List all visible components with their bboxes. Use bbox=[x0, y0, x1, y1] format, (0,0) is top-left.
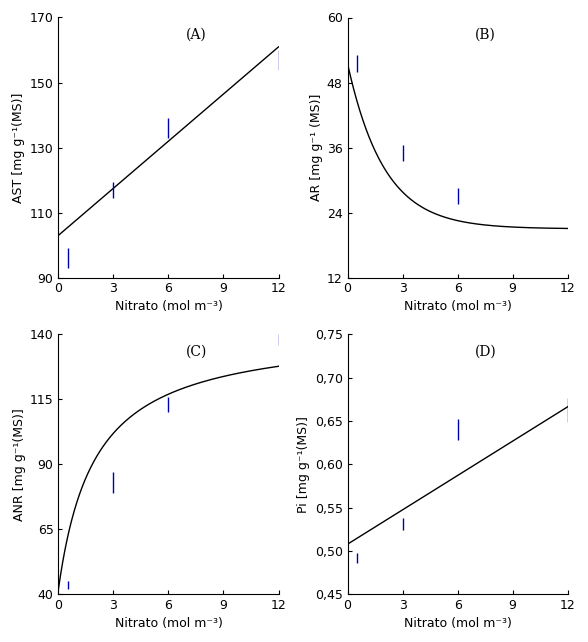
Y-axis label: ANR [mg g⁻¹(MS)]: ANR [mg g⁻¹(MS)] bbox=[12, 408, 26, 521]
Y-axis label: AR [mg g⁻¹ (MS)]: AR [mg g⁻¹ (MS)] bbox=[310, 94, 323, 201]
Y-axis label: AST [mg g⁻¹(MS)]: AST [mg g⁻¹(MS)] bbox=[12, 92, 25, 203]
X-axis label: Nitrato (mol m⁻³): Nitrato (mol m⁻³) bbox=[403, 616, 512, 630]
Text: (B): (B) bbox=[475, 28, 496, 42]
Text: (C): (C) bbox=[186, 345, 208, 359]
Text: (D): (D) bbox=[475, 345, 497, 359]
Y-axis label: Pi [mg g⁻¹(MS)]: Pi [mg g⁻¹(MS)] bbox=[298, 416, 310, 513]
X-axis label: Nitrato (mol m⁻³): Nitrato (mol m⁻³) bbox=[115, 300, 222, 313]
X-axis label: Nitrato (mol m⁻³): Nitrato (mol m⁻³) bbox=[403, 300, 512, 313]
Text: (A): (A) bbox=[186, 28, 207, 42]
X-axis label: Nitrato (mol m⁻³): Nitrato (mol m⁻³) bbox=[115, 616, 222, 630]
